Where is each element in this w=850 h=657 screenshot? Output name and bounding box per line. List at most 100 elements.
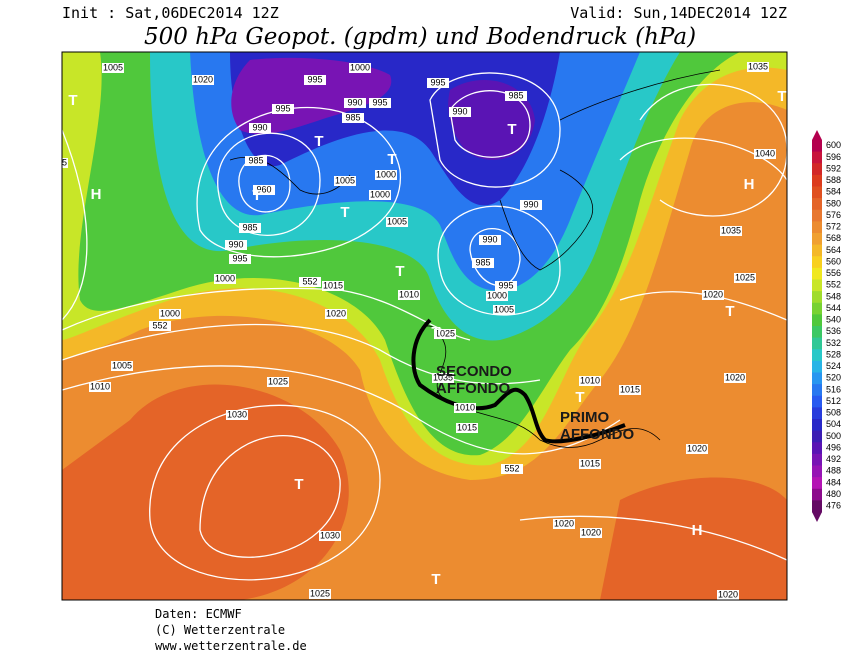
- legend-label: 592: [826, 163, 841, 173]
- isobar-label: 990: [482, 234, 497, 244]
- isobar-label-bg: [267, 377, 289, 387]
- isobar-label-bg: [325, 309, 347, 319]
- legend-swatch: [812, 302, 822, 315]
- isobar-label-bg: [505, 91, 527, 101]
- legend-label: 488: [826, 466, 841, 476]
- legend: 6005965925885845805765725685645605565525…: [812, 140, 841, 513]
- isobar-label: 1015: [620, 384, 640, 394]
- pressure-center: H: [91, 186, 102, 203]
- legend-label: 492: [826, 454, 841, 464]
- isobar-label: 1020: [725, 372, 745, 382]
- isobar-label: 1015: [47, 157, 67, 167]
- legend-label: 548: [826, 291, 841, 301]
- legend-label: 512: [826, 396, 841, 406]
- pressure-center: H: [744, 176, 755, 193]
- pressure-center: T: [68, 92, 77, 109]
- legend-swatch: [812, 198, 822, 211]
- isobar-label-bg: [579, 376, 601, 386]
- pressure-center: T: [725, 303, 734, 320]
- legend-swatch: [812, 163, 822, 176]
- field-purple: [231, 57, 392, 135]
- legend-label: 484: [826, 477, 841, 487]
- legend-swatch: [812, 349, 822, 362]
- field-warm-se: [600, 477, 787, 600]
- legend-label: 536: [826, 326, 841, 336]
- legend-label: 576: [826, 210, 841, 220]
- isobar-label-bg: [432, 373, 454, 383]
- isobar-label-bg: [454, 403, 476, 413]
- isobar-label-bg: [456, 423, 478, 433]
- isobar-label-bg: [479, 235, 501, 245]
- legend-label: 504: [826, 419, 841, 429]
- isobar-label-bg: [754, 149, 776, 159]
- isobar-label: 1000: [215, 273, 235, 283]
- pressure-center: T: [387, 151, 396, 168]
- isobar-label-bg: [319, 531, 341, 541]
- legend-top-arrow: [812, 130, 822, 140]
- isobar-label: 1015: [580, 458, 600, 468]
- isobar-label-bg: [427, 78, 449, 88]
- legend-label: 560: [826, 256, 841, 266]
- legend-swatch: [812, 372, 822, 385]
- legend-label: 508: [826, 408, 841, 418]
- isobar-label: 990: [228, 239, 243, 249]
- legend-label: 564: [826, 245, 841, 255]
- isobar-label-bg: [225, 240, 247, 250]
- isobar-label: 990: [252, 122, 267, 132]
- map-title: 500 hPa Geopot. (gpdm) und Bodendruck (h…: [144, 24, 696, 50]
- legend-label: 556: [826, 268, 841, 278]
- isobar-label-bg: [580, 528, 602, 538]
- isobar-label: 1035: [748, 61, 768, 71]
- isobar-label: 1005: [387, 216, 407, 226]
- isobar-label-bg: [520, 200, 542, 210]
- legend-swatch: [812, 256, 822, 269]
- legend-swatch: [812, 384, 822, 397]
- isobar-label: 1025: [735, 272, 755, 282]
- isobar-label-bg: [309, 589, 331, 599]
- pressure-center: T: [314, 133, 323, 150]
- isobar-label: 1020: [193, 74, 213, 84]
- isobar-label: 985: [508, 90, 523, 100]
- isobar-label: 995: [275, 103, 290, 113]
- legend-label: 600: [826, 140, 841, 150]
- isobar-label-bg: [724, 373, 746, 383]
- isobar-label: 960: [256, 184, 271, 194]
- legend-label: 480: [826, 489, 841, 499]
- isobar-label: 1000: [350, 62, 370, 72]
- isobar-label: 1005: [494, 304, 514, 314]
- isobar-label-bg: [386, 217, 408, 227]
- isobar-label-bg: [334, 176, 356, 186]
- isobar-label: 1015: [323, 280, 343, 290]
- isobar-label-bg: [38, 132, 60, 142]
- isobar-label-bg: [253, 185, 275, 195]
- legend-swatch: [812, 419, 822, 432]
- footer-line: www.wetterzentrale.de: [155, 639, 307, 653]
- annotation: AFFONDO: [436, 380, 510, 397]
- isobar-label-bg: [214, 274, 236, 284]
- trough-axis: [411, 318, 626, 444]
- isobar-label-bg: [349, 63, 371, 73]
- annotation: SECONDO: [436, 363, 512, 380]
- isobar-label: 1020: [687, 443, 707, 453]
- isobar-label: 990: [347, 97, 362, 107]
- isobar-label: 985: [345, 112, 360, 122]
- isobar-label-bg: [619, 385, 641, 395]
- isobar-label-bg: [369, 190, 391, 200]
- isobar-label-bg: [245, 156, 267, 166]
- isobar-label: 985: [242, 222, 257, 232]
- isobar-label-bg: [553, 519, 575, 529]
- isobar-label-bg: [272, 104, 294, 114]
- pressure-center: T: [252, 187, 261, 204]
- legend-label: 540: [826, 315, 841, 325]
- legend-label: 496: [826, 442, 841, 452]
- legend-label: 552: [826, 280, 841, 290]
- isobar-label-bg: [159, 309, 181, 319]
- isobar-label: 1020: [581, 527, 601, 537]
- legend-swatch: [812, 500, 822, 513]
- legend-swatch: [812, 465, 822, 478]
- legend-swatch: [812, 244, 822, 257]
- isobar-label: 1000: [370, 189, 390, 199]
- isobar-label: 1020: [554, 518, 574, 528]
- isobar-label: 1010: [580, 375, 600, 385]
